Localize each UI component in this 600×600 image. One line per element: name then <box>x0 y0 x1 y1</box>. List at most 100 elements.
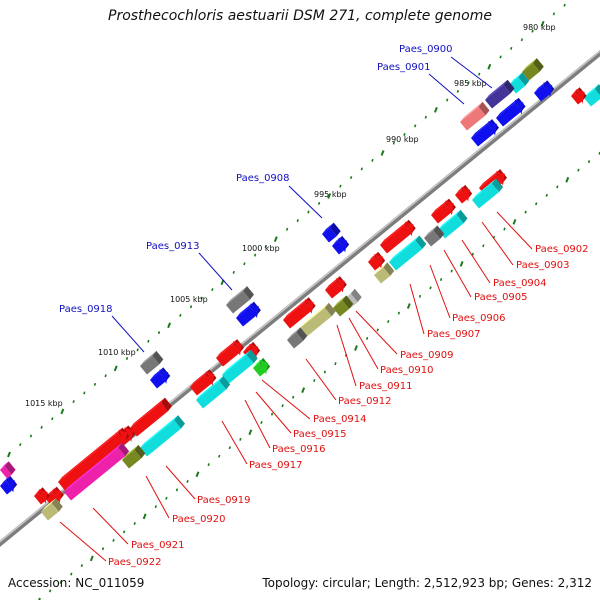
gene-block[interactable] <box>130 397 172 437</box>
gene-block[interactable] <box>253 357 271 377</box>
gene-label-Paes_0922[interactable]: Paes_0922 <box>108 557 162 568</box>
gene-label-Paes_0915[interactable]: Paes_0915 <box>293 429 347 440</box>
gene-label-Paes_0904[interactable]: Paes_0904 <box>493 278 547 289</box>
gene-block[interactable] <box>471 119 499 147</box>
gene-label-Paes_0919[interactable]: Paes_0919 <box>197 495 251 506</box>
gene-block[interactable] <box>534 80 555 102</box>
gene-label-Paes_0912[interactable]: Paes_0912 <box>338 396 392 407</box>
gene-block[interactable] <box>584 84 600 107</box>
kbp-label: 1010 kbp <box>98 348 136 357</box>
gene-block[interactable] <box>322 222 341 243</box>
gene-block[interactable] <box>140 415 186 457</box>
gene-label-Paes_0901[interactable]: Paes_0901 <box>377 62 431 73</box>
gene-block[interactable] <box>140 350 164 375</box>
gene-label-Paes_0911[interactable]: Paes_0911 <box>359 381 413 392</box>
gene-block[interactable] <box>424 225 445 247</box>
gene-block[interactable] <box>190 369 217 396</box>
tick-mark <box>59 580 62 584</box>
gene-block[interactable] <box>485 79 515 109</box>
leader-line <box>165 465 196 500</box>
gene-block[interactable] <box>455 184 473 204</box>
gene-label-Paes_0909[interactable]: Paes_0909 <box>400 350 454 361</box>
map-title: Prosthecochloris aestuarii DSM 271, comp… <box>108 8 492 24</box>
leader-line <box>288 185 323 219</box>
gene-block[interactable] <box>64 442 130 501</box>
gene-block[interactable] <box>438 209 468 239</box>
tick-mark <box>376 328 379 332</box>
gene-block[interactable] <box>58 427 130 491</box>
gene-label-Paes_0913[interactable]: Paes_0913 <box>146 241 200 252</box>
tick-mark <box>122 530 126 534</box>
leader-line <box>336 324 357 387</box>
gene-label-Paes_0921[interactable]: Paes_0921 <box>131 540 185 551</box>
leader-line <box>496 211 533 250</box>
tick-mark <box>260 421 263 425</box>
gene-block[interactable] <box>496 97 526 127</box>
tick-mark <box>211 288 214 292</box>
leader-line <box>305 358 337 401</box>
gene-label-Paes_0907[interactable]: Paes_0907 <box>427 329 481 340</box>
tick-mark <box>232 270 235 274</box>
tick-mark <box>49 589 52 593</box>
gene-block[interactable] <box>41 498 63 521</box>
gene-block[interactable] <box>472 178 504 209</box>
gene-block[interactable] <box>374 262 395 284</box>
leader-line <box>348 317 379 370</box>
tick-mark <box>125 356 129 360</box>
gene-label-Paes_0900[interactable]: Paes_0900 <box>399 44 453 55</box>
gene-label-Paes_0908[interactable]: Paes_0908 <box>236 173 290 184</box>
gene-block[interactable] <box>216 339 244 367</box>
leader-line <box>481 221 514 266</box>
tick-mark <box>334 362 337 366</box>
upper-strand-labels: Paes_0900 Paes_0901 Paes_0908 Paes_0913 … <box>59 44 453 315</box>
tick-mark <box>200 296 203 300</box>
gene-block[interactable] <box>287 327 308 349</box>
gene-block[interactable] <box>222 349 258 384</box>
gene-label-Paes_0906[interactable]: Paes_0906 <box>452 313 506 324</box>
gene-block[interactable] <box>196 376 231 409</box>
gene-block[interactable] <box>522 58 544 81</box>
kbp-scale: 980 kbp 985 kbp 990 kbp 995 kbp 1000 kbp… <box>25 23 556 408</box>
gene-block[interactable] <box>325 276 347 299</box>
gene-label-Paes_0905[interactable]: Paes_0905 <box>474 292 528 303</box>
gene-block[interactable] <box>460 101 490 131</box>
tick-mark <box>349 176 353 180</box>
gene-label-Paes_0920[interactable]: Paes_0920 <box>172 514 226 525</box>
lower-strand-labels: Paes_0902 Paes_0903 Paes_0904 Paes_0905 … <box>108 244 589 568</box>
tick-mark <box>406 303 411 309</box>
gene-block[interactable] <box>0 475 18 495</box>
gene-block[interactable] <box>380 219 416 254</box>
gene-label-Paes_0914[interactable]: Paes_0914 <box>313 414 367 425</box>
gene-block[interactable] <box>571 87 587 105</box>
tick-mark <box>270 412 274 416</box>
gene-block[interactable] <box>368 251 386 271</box>
gene-block[interactable] <box>300 302 336 337</box>
gene-block[interactable] <box>431 198 456 224</box>
tick-mark <box>207 463 210 467</box>
tick-mark <box>80 564 84 568</box>
gene-label-Paes_0902[interactable]: Paes_0902 <box>535 244 589 255</box>
gene-label-Paes_0917[interactable]: Paes_0917 <box>249 460 303 471</box>
tick-mark <box>360 167 363 171</box>
gene-label-Paes_0918[interactable]: Paes_0918 <box>59 304 113 315</box>
tick-mark <box>165 496 168 500</box>
tick-mark <box>317 201 321 205</box>
gene-block[interactable] <box>283 297 316 329</box>
gene-block[interactable] <box>226 286 254 314</box>
gene-label-Paes_0910[interactable]: Paes_0910 <box>380 365 434 376</box>
tick-mark <box>19 443 22 447</box>
gene-label-Paes_0916[interactable]: Paes_0916 <box>272 444 326 455</box>
gene-block[interactable] <box>122 444 146 469</box>
tick-mark <box>189 305 193 309</box>
leader-line <box>461 239 491 284</box>
gene-block[interactable] <box>332 235 350 255</box>
gene-block[interactable] <box>333 295 354 317</box>
gene-block[interactable] <box>236 301 261 327</box>
gene-block[interactable] <box>150 367 171 389</box>
gene-label-Paes_0903[interactable]: Paes_0903 <box>516 260 570 271</box>
gene-block[interactable] <box>0 461 16 479</box>
topology-text: Topology: circular; Length: 2,512,923 bp… <box>262 576 592 590</box>
gene-block[interactable] <box>34 487 50 505</box>
gene-block[interactable] <box>389 235 427 271</box>
